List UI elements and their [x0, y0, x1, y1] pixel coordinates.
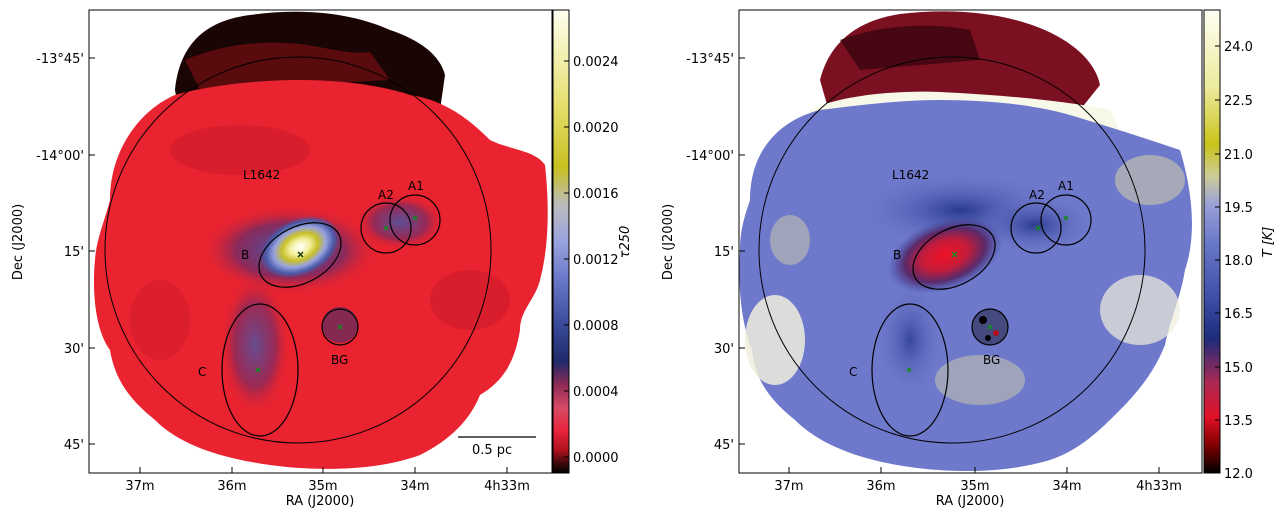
xtick: 37m	[774, 479, 803, 494]
tau-plot-frame	[88, 9, 553, 474]
xtick: 34m	[400, 479, 429, 494]
region-c-ellipse	[221, 303, 299, 437]
y-axis-label: Dec (J2000)	[11, 204, 26, 280]
xtick: 35m	[308, 479, 337, 494]
ytick: -13°45'	[36, 52, 84, 67]
temperature-plot-frame	[738, 9, 1203, 474]
bg-label: BG	[983, 353, 1000, 367]
region-c-ellipse	[871, 303, 949, 437]
xtick: 37m	[125, 479, 154, 494]
colorbar-label: T [K]	[1261, 227, 1276, 258]
c-label: C	[198, 365, 206, 379]
colorbar-tick: 22.5	[1224, 94, 1253, 109]
colorbar-tick: 16.5	[1224, 307, 1253, 322]
region-a1-circle	[389, 194, 441, 246]
b-label: B	[241, 248, 249, 262]
xtick: 4h33m	[1136, 479, 1182, 494]
colorbar-tick: 0.0016	[573, 187, 619, 202]
x-axis-label: RA (J2000)	[286, 494, 355, 508]
a2-label: A2	[1029, 188, 1045, 202]
ytick: 30'	[64, 342, 84, 357]
colorbar-tick: 0.0012	[573, 253, 619, 268]
y-axis-label: Dec (J2000)	[661, 204, 676, 280]
region-bg-circle	[321, 308, 359, 346]
colorbar-tick: 15.0	[1224, 361, 1253, 376]
survey-circle	[758, 56, 1146, 444]
core-marker	[297, 251, 304, 258]
colorbar-tick: 13.5	[1224, 414, 1253, 429]
temperature-map-panel: L1642 A2 A1 B C BG -13°45' -14°00' 15' 3…	[640, 0, 1280, 509]
ytick: -13°45'	[686, 52, 734, 67]
ytick: 15'	[64, 245, 84, 260]
a2-label: A2	[378, 188, 394, 202]
region-b-ellipse	[258, 222, 342, 288]
tau-colorbar	[552, 9, 570, 474]
ytick: 30'	[714, 342, 734, 357]
source-markers	[906, 215, 1069, 373]
tau-map-image: 0.5 pc L1642 A2 A1 B C BG	[89, 10, 552, 473]
xtick: 35m	[960, 479, 989, 494]
colorbar-tick: 0.0020	[573, 121, 619, 136]
ytick: 45'	[64, 438, 84, 453]
xtick: 34m	[1052, 479, 1081, 494]
ytick: -14°00'	[686, 149, 734, 164]
colorbar-tick: 0.0024	[573, 55, 619, 70]
colorbar-tick: 0.0008	[573, 319, 619, 334]
scalebar-label: 0.5 pc	[472, 443, 512, 458]
cloud-label: L1642	[892, 168, 929, 182]
region-a2-circle	[360, 202, 412, 254]
colorbar-tick: 0.0004	[573, 385, 619, 400]
ytick: -14°00'	[36, 149, 84, 164]
temperature-colorbar	[1203, 9, 1221, 474]
colorbar-tick: 12.0	[1224, 467, 1253, 482]
ytick: 45'	[714, 438, 734, 453]
a1-label: A1	[1058, 179, 1074, 193]
region-bg-circle	[971, 308, 1009, 346]
ytick: 15'	[714, 245, 734, 260]
a1-label: A1	[408, 179, 424, 193]
xtick: 36m	[866, 479, 895, 494]
tau-map-figure: 0.5 pc L1642 A2 A1 B C BG -13°45' -14°00…	[11, 9, 633, 509]
colorbar-tick: 19.5	[1224, 201, 1253, 216]
colorbar-tick: 18.0	[1224, 254, 1253, 269]
source-markers	[255, 215, 418, 373]
region-a1-circle	[1040, 194, 1092, 246]
colorbar-label: τ250	[618, 226, 633, 259]
colorbar-tick: 0.0000	[573, 451, 619, 466]
temperature-map-image: L1642 A2 A1 B C BG	[739, 10, 1202, 473]
colorbar-tick: 21.0	[1224, 148, 1253, 163]
colorbar-tick: 24.0	[1224, 40, 1253, 55]
cloud-label: L1642	[243, 168, 280, 182]
region-a2-circle	[1010, 202, 1062, 254]
survey-circle	[104, 56, 492, 444]
x-axis-label: RA (J2000)	[936, 494, 1005, 508]
xtick: 4h33m	[484, 479, 530, 494]
c-label: C	[849, 365, 857, 379]
xtick: 36m	[217, 479, 246, 494]
bg-label: BG	[331, 353, 348, 367]
temperature-map-figure: L1642 A2 A1 B C BG -13°45' -14°00' 15' 3…	[661, 9, 1276, 509]
tau-map-panel: 0.5 pc L1642 A2 A1 B C BG -13°45' -14°00…	[0, 0, 640, 509]
b-label: B	[893, 248, 901, 262]
region-b-ellipse	[912, 224, 996, 290]
